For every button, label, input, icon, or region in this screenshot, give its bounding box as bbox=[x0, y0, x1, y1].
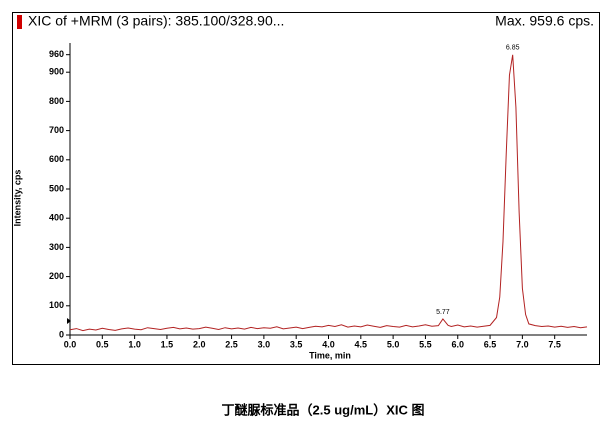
x-axis-label: Time, min bbox=[309, 350, 351, 360]
caption: 丁醚脲标准品（2.5 ug/mL）XIC 图 bbox=[222, 402, 425, 417]
x-tick-label: 2.5 bbox=[225, 339, 238, 349]
x-tick-label: 1.5 bbox=[161, 339, 174, 349]
x-tick-label: 4.0 bbox=[322, 339, 335, 349]
x-tick-label: 6.0 bbox=[451, 339, 464, 349]
y-tick-label: 600 bbox=[49, 154, 64, 164]
data-line bbox=[69, 54, 588, 332]
frame bbox=[12, 12, 600, 365]
x-tick-label: 5.5 bbox=[419, 339, 432, 349]
y-tick-label: 800 bbox=[49, 96, 64, 106]
x-tick-label: 0.5 bbox=[96, 339, 109, 349]
max-label: Max. 959.6 cps. bbox=[495, 13, 594, 29]
y-tick-label: 300 bbox=[49, 242, 64, 252]
x-tick-label: 7.0 bbox=[516, 339, 529, 349]
x-tick-label: 5.0 bbox=[387, 339, 400, 349]
y-axis-label: Intensity, cps bbox=[12, 170, 22, 227]
y-tick-label: 500 bbox=[49, 183, 64, 193]
y-tick-label: 900 bbox=[49, 67, 64, 77]
peak-label: 6.85 bbox=[506, 45, 520, 52]
peak-label: 5.77 bbox=[436, 309, 450, 316]
y-tick-label: 0 bbox=[59, 329, 64, 339]
x-tick-label: 7.5 bbox=[548, 339, 561, 349]
x-tick-label: 2.0 bbox=[193, 339, 206, 349]
y-tick-label: 960 bbox=[49, 49, 64, 59]
y-tick-label: 400 bbox=[49, 213, 64, 223]
x-tick-label: 6.5 bbox=[484, 339, 497, 349]
threshold-marker bbox=[67, 318, 71, 324]
x-tick-label: 4.5 bbox=[355, 339, 368, 349]
y-tick-label: 200 bbox=[49, 271, 64, 281]
y-tick-label: 700 bbox=[49, 125, 64, 135]
x-tick-label: 0.0 bbox=[64, 339, 77, 349]
trace-marker bbox=[17, 15, 22, 29]
x-tick-label: 3.5 bbox=[290, 339, 303, 349]
chart-title: XIC of +MRM (3 pairs): 385.100/328.90... bbox=[28, 13, 284, 29]
x-tick-label: 3.0 bbox=[258, 339, 271, 349]
y-tick-label: 100 bbox=[49, 300, 64, 310]
x-tick-label: 1.0 bbox=[128, 339, 141, 349]
